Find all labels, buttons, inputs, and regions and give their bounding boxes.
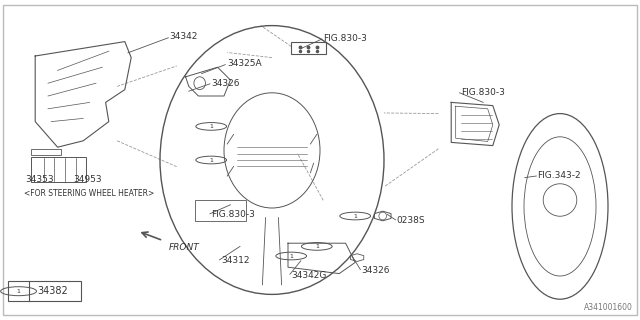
Text: 34953: 34953: [74, 175, 102, 184]
Text: FRONT: FRONT: [169, 243, 200, 252]
Text: 1: 1: [353, 213, 357, 219]
Text: FIG.830-3: FIG.830-3: [323, 34, 367, 43]
Text: FIG.343-2: FIG.343-2: [538, 172, 581, 180]
Text: 1: 1: [17, 289, 20, 294]
Text: 34342: 34342: [170, 32, 198, 41]
Text: 34312: 34312: [221, 256, 250, 265]
Text: 34326: 34326: [211, 79, 240, 88]
Text: 1: 1: [209, 157, 213, 163]
Text: 34342G: 34342G: [291, 271, 326, 280]
Text: 1: 1: [315, 244, 319, 249]
Text: A341001600: A341001600: [584, 303, 632, 312]
Text: FIG.830-3: FIG.830-3: [461, 88, 505, 97]
Text: 34326: 34326: [362, 266, 390, 275]
Text: 34325A: 34325A: [227, 60, 262, 68]
Text: <FOR STEERING WHEEL HEATER>: <FOR STEERING WHEEL HEATER>: [24, 189, 155, 198]
Text: 34382: 34382: [37, 286, 68, 296]
Text: FIG.830-3: FIG.830-3: [211, 210, 255, 219]
Text: 1: 1: [289, 253, 293, 259]
Text: 1: 1: [209, 124, 213, 129]
Text: 34353: 34353: [26, 175, 54, 184]
Text: 0238S: 0238S: [397, 216, 426, 225]
